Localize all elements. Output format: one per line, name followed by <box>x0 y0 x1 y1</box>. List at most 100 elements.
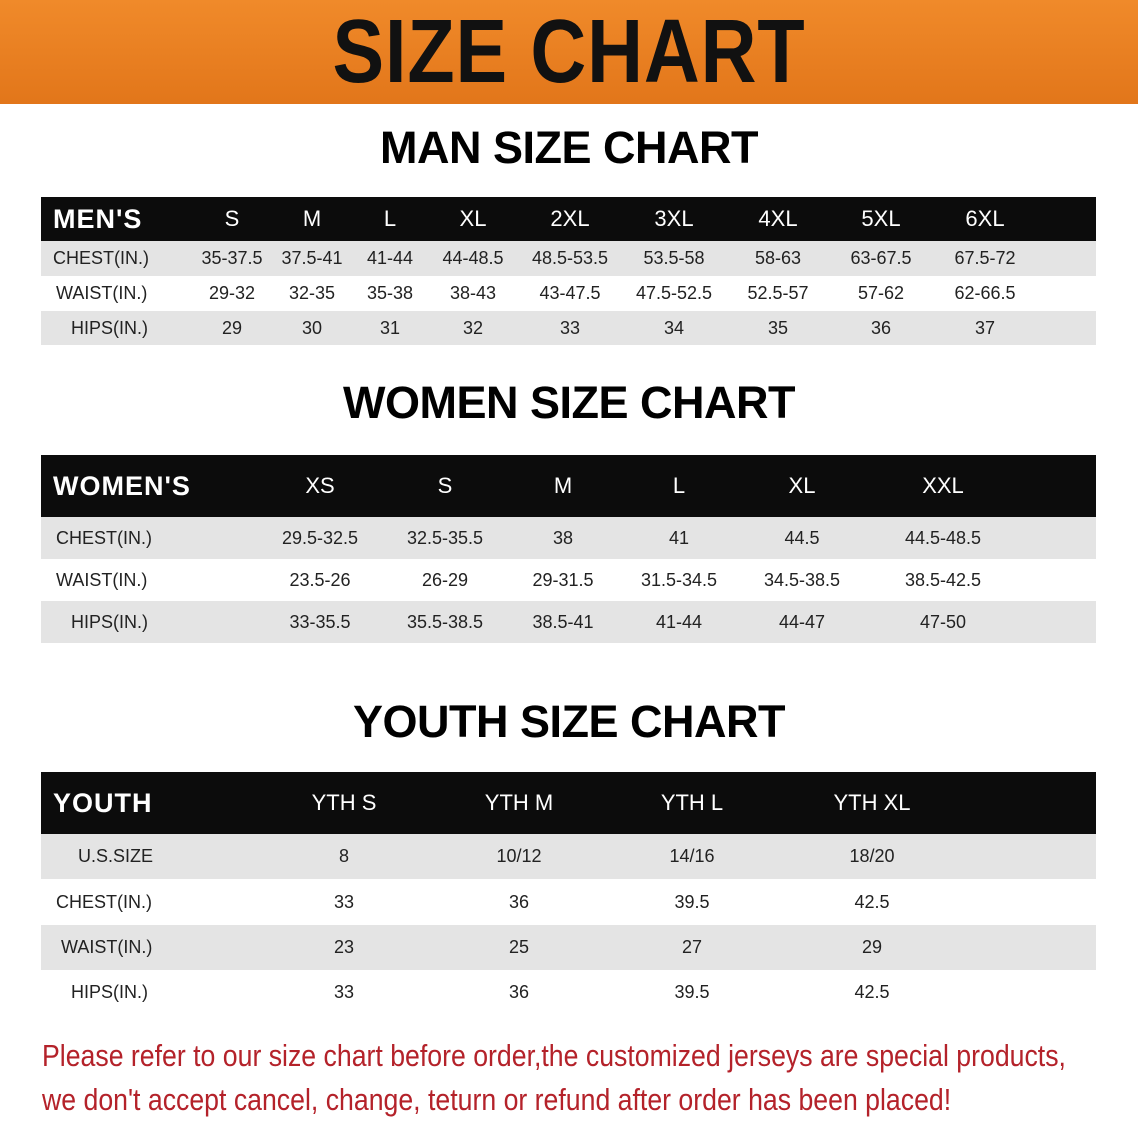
table-header-label: WOMEN'S <box>53 470 191 501</box>
table-cell: 32 <box>462 317 484 338</box>
row-label: CHEST(IN.) <box>56 891 152 912</box>
size-column-header: M <box>553 473 573 498</box>
size-column-header: YTH S <box>311 790 377 815</box>
size-column-header: XS <box>305 473 335 498</box>
table-cell: 39.5 <box>674 891 710 912</box>
size-column-header: XL <box>459 206 487 231</box>
notice-line-1: Please refer to our size chart before or… <box>42 1038 1066 1073</box>
table-row: CHEST(IN.) 29.5-32.5 32.5-35.5 38 41 44.5 44.5… <box>41 517 1096 559</box>
table-cell: 37 <box>974 317 996 338</box>
row-label: HIPS(IN.) <box>71 611 149 632</box>
table-cell: 38.5-42.5 <box>904 569 982 590</box>
banner: SIZE CHART <box>0 0 1138 104</box>
table-cell: 37.5-41 <box>281 248 343 268</box>
size-column-header: 4XL <box>758 206 798 231</box>
table-cell: 35-37.5 <box>201 248 263 268</box>
size-column-header: 3XL <box>654 206 694 231</box>
table-cell: 39.5 <box>674 982 710 1002</box>
table-header-label: YOUTH <box>53 787 153 818</box>
row-label: HIPS(IN.) <box>71 982 149 1002</box>
table-cell: 47-50 <box>919 611 967 632</box>
table-row: HIPS(IN.) 29 30 31 32 33 34 35 36 37 <box>41 311 1096 345</box>
table-row: HIPS(IN.) 33 36 39.5 42.5 <box>41 970 1096 1015</box>
size-column-header: S <box>224 206 240 231</box>
table-cell: 44.5 <box>784 527 820 548</box>
table-cell: 62-66.5 <box>954 283 1016 303</box>
row-label: WAIST(IN.) <box>61 937 153 957</box>
size-column-header: 5XL <box>861 206 901 231</box>
table-cell: 25 <box>508 937 530 957</box>
table-cell: 41-44 <box>366 248 414 268</box>
row-label: HIPS(IN.) <box>71 317 149 338</box>
table-cell: 35-38 <box>366 283 414 303</box>
table-cell: 52.5-57 <box>747 283 809 303</box>
table-header-label: MEN'S <box>53 203 143 234</box>
table-cell: 41 <box>668 527 690 548</box>
youth-section-title: YOUTH SIZE CHART <box>352 696 786 747</box>
table-cell: 63-67.5 <box>850 248 912 268</box>
table-cell: 53.5-58 <box>643 248 705 268</box>
table-cell: 29-31.5 <box>532 569 594 590</box>
size-column-header: S <box>437 473 453 498</box>
table-cell: 42.5 <box>854 891 890 912</box>
table-cell: 38-43 <box>449 283 497 303</box>
table-cell: 42.5 <box>854 982 890 1002</box>
size-column-header: YTH XL <box>833 790 911 815</box>
women-section-title: WOMEN SIZE CHART <box>343 377 795 428</box>
row-label: WAIST(IN.) <box>56 569 148 590</box>
table-cell: 38.5-41 <box>532 611 594 632</box>
row-label: WAIST(IN.) <box>56 283 148 303</box>
table-cell: 18/20 <box>849 846 895 866</box>
table-cell: 10/12 <box>496 846 542 866</box>
men-section-title: MAN SIZE CHART <box>380 122 758 173</box>
size-column-header: YTH L <box>660 790 724 815</box>
table-cell: 33 <box>559 317 581 338</box>
table-cell: 35 <box>767 317 789 338</box>
table-cell: 33 <box>333 982 355 1002</box>
table-cell: 8 <box>338 846 349 866</box>
table-cell: 32.5-35.5 <box>406 527 484 548</box>
row-label: CHEST(IN.) <box>53 248 149 268</box>
table-row: U.S.SIZE 8 10/12 14/16 18/20 <box>41 834 1096 879</box>
table-cell: 27 <box>681 937 703 957</box>
table-cell: 44-47 <box>778 611 826 632</box>
size-column-header: XXL <box>922 473 964 498</box>
table-cell: 58-63 <box>754 248 802 268</box>
table-cell: 29.5-32.5 <box>281 527 359 548</box>
size-column-header: L <box>672 473 686 498</box>
table-cell: 33-35.5 <box>289 611 351 632</box>
table-cell: 35.5-38.5 <box>406 611 484 632</box>
table-cell: 32-35 <box>288 283 336 303</box>
row-label: CHEST(IN.) <box>56 527 152 548</box>
table-cell: 36 <box>508 891 530 912</box>
size-column-header: 6XL <box>965 206 1005 231</box>
table-cell: 34 <box>663 317 685 338</box>
table-cell: 29-32 <box>208 283 256 303</box>
table-cell: 47.5-52.5 <box>635 283 713 303</box>
table-cell: 33 <box>333 891 355 912</box>
table-cell: 29 <box>861 937 883 957</box>
table-cell: 31 <box>379 317 401 338</box>
women-table-header: WOMEN'S XS S M L XL XXL <box>41 455 1096 517</box>
banner-title: SIZE CHART <box>332 2 806 102</box>
table-cell: 34.5-38.5 <box>763 569 841 590</box>
table-cell: 30 <box>301 317 323 338</box>
size-column-header: XL <box>788 473 816 498</box>
table-row: CHEST(IN.) 35-37.5 37.5-41 41-44 44-48.5 48.5… <box>41 241 1096 276</box>
table-cell: 29 <box>221 317 243 338</box>
table-cell: 44.5-48.5 <box>904 527 982 548</box>
table-cell: 31.5-34.5 <box>640 569 718 590</box>
table-cell: 67.5-72 <box>954 248 1016 268</box>
table-row: HIPS(IN.) 33-35.5 35.5-38.5 38.5-41 41-44 44-… <box>41 601 1096 643</box>
size-column-header: YTH M <box>484 790 554 815</box>
table-cell: 43-47.5 <box>539 283 601 303</box>
table-cell: 38 <box>552 527 574 548</box>
table-cell: 57-62 <box>857 283 905 303</box>
table-row: WAIST(IN.) 23.5-26 26-29 29-31.5 31.5-34.5 34… <box>41 559 1096 601</box>
table-cell: 41-44 <box>655 611 703 632</box>
youth-table-header: YOUTH YTH S YTH M YTH L YTH XL <box>41 772 1096 834</box>
size-column-header: M <box>302 206 322 231</box>
table-cell: 36 <box>508 982 530 1002</box>
table-cell: 26-29 <box>421 569 469 590</box>
notice-line-2: we don't accept cancel, change, teturn o… <box>42 1082 952 1117</box>
